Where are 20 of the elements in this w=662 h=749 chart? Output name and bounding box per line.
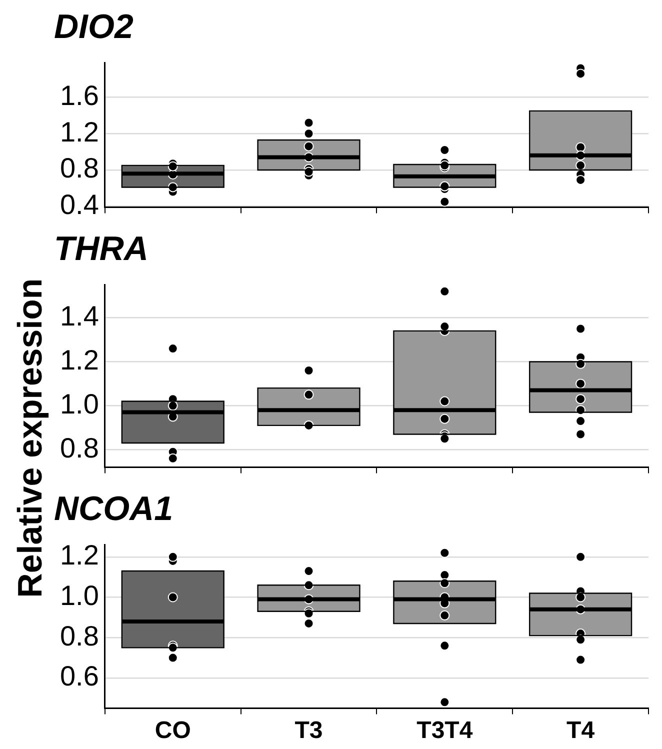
y-tick-label: 1.4 <box>60 300 99 332</box>
y-tick-label: 1.6 <box>60 80 99 112</box>
chart-title: DIO2 <box>54 8 134 46</box>
x-tick-label: T3T4 <box>416 717 474 744</box>
y-tick-label: 0.8 <box>60 620 99 652</box>
y-axis-title: Relative expression <box>12 278 50 598</box>
y-tick-label: 0.8 <box>60 152 99 184</box>
y-tick-label: 1.2 <box>60 116 99 148</box>
x-tick-label: T4 <box>566 717 596 744</box>
y-tick-label: 0.4 <box>60 189 99 220</box>
x-tick-label: CO <box>154 717 191 744</box>
chart-title: NCOA1 <box>54 490 174 528</box>
chart-title: THRA <box>54 230 148 268</box>
y-tick-label: 0.8 <box>60 432 99 464</box>
y-tick-label: 1.0 <box>60 388 99 420</box>
y-tick-label: 1.0 <box>60 580 99 611</box>
x-tick-label: T3 <box>294 717 323 744</box>
y-tick-label: 1.2 <box>60 344 99 376</box>
y-tick-label: 1.2 <box>60 540 99 571</box>
y-tick-label: 0.6 <box>60 660 99 692</box>
